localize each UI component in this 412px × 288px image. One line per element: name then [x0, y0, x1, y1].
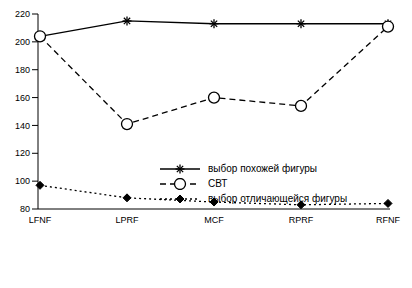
svg-text:180: 180 — [15, 65, 30, 75]
svg-text:160: 160 — [15, 93, 30, 103]
svg-text:140: 140 — [15, 121, 30, 131]
svg-text:LFNF: LFNF — [29, 215, 52, 225]
svg-text:220: 220 — [15, 9, 30, 19]
html-text:выбор похожей фигуры: выбор похожей фигуры — [208, 163, 317, 174]
svg-text:MCF: MCF — [204, 215, 224, 225]
svg-text:RPRF: RPRF — [289, 215, 314, 225]
svg-text:RFNF: RFNF — [376, 215, 400, 225]
html-text:выбор отличающейся фигуры: выбор отличающейся фигуры — [208, 193, 348, 204]
svg-text:80: 80 — [20, 204, 30, 214]
svg-text:100: 100 — [15, 176, 30, 186]
svg-text:200: 200 — [15, 37, 30, 47]
svg-text:LPRF: LPRF — [115, 215, 139, 225]
html-text:СВТ: СВТ — [208, 178, 228, 189]
svg-text:120: 120 — [15, 148, 30, 158]
